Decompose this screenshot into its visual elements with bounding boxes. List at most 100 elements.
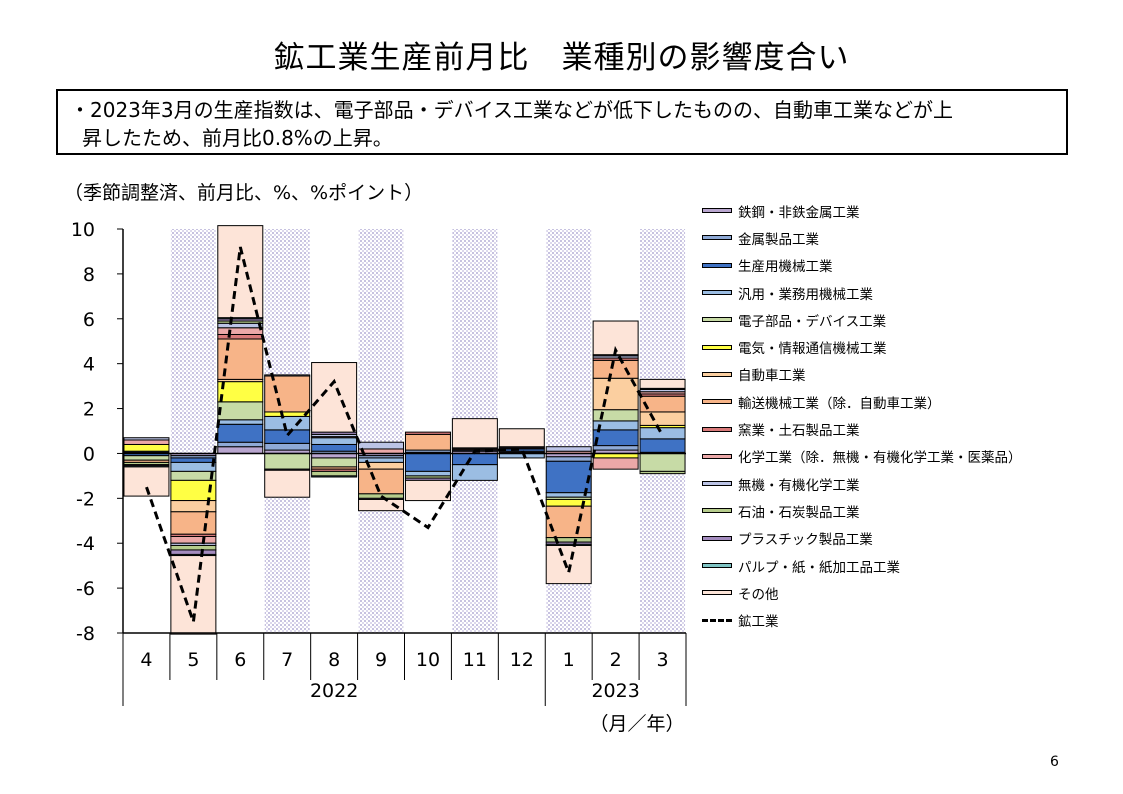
bar-segment xyxy=(264,452,311,470)
legend-item: 輸送機械工業（除．自動車工業） xyxy=(702,388,1022,415)
bar-segment xyxy=(451,418,498,449)
legend-swatch xyxy=(702,590,732,596)
bar-segment xyxy=(358,441,405,450)
bar-segment xyxy=(217,441,264,448)
legend-item: 鉄鋼・非鉄金属工業 xyxy=(702,197,1022,224)
bar-segment xyxy=(170,470,217,481)
bar-segment xyxy=(264,469,311,498)
legend-label: パルプ・紙・紙加工品工業 xyxy=(738,559,900,576)
bar-segment xyxy=(311,362,358,433)
bar-segment xyxy=(545,544,592,585)
bar-segment xyxy=(592,457,639,470)
bar-segment xyxy=(217,401,264,421)
legend-swatch xyxy=(702,481,732,487)
bar-segment xyxy=(170,555,217,635)
legend-label: 無機・有機化学工業 xyxy=(738,477,860,494)
y-tick-label: -6 xyxy=(76,578,95,600)
y-unit-label: （季節調整済、前月比、%、%ポイント） xyxy=(64,182,424,204)
bar-segment xyxy=(217,446,264,454)
year-label: 2023 xyxy=(591,680,639,702)
bar-segment xyxy=(639,470,686,475)
y-tick-label: 6 xyxy=(83,309,95,331)
y-tick-label: 2 xyxy=(83,399,95,421)
legend-item: 自動車工業 xyxy=(702,361,1022,388)
bar-segment xyxy=(264,374,311,377)
bar-segment xyxy=(170,544,217,551)
summary-line: ・2023年3月の生産指数は、電子部品・デバイス工業などが低下したものの、自動車… xyxy=(70,98,954,122)
bar-segment xyxy=(311,475,358,478)
bar-segment xyxy=(170,511,217,535)
legend-item: 鉱工業 xyxy=(702,606,1022,633)
bar-segment xyxy=(264,442,311,451)
bar-segment xyxy=(217,419,264,425)
shaded-month-band xyxy=(358,229,404,633)
bar-segment xyxy=(592,377,639,411)
page-number: 6 xyxy=(1050,754,1059,770)
bar-segment xyxy=(311,457,358,468)
legend-swatch xyxy=(702,453,732,459)
bar-segment xyxy=(404,479,451,502)
legend-label: 自動車工業 xyxy=(738,368,806,385)
y-tick-label: -4 xyxy=(76,533,95,555)
legend-item: 石油・石炭製品工業 xyxy=(702,497,1022,524)
x-tick-label: 7 xyxy=(281,649,293,671)
bar-segment xyxy=(451,464,498,481)
bar-segment xyxy=(264,429,311,444)
legend-item: 金属製品工業 xyxy=(702,224,1022,251)
bar-segment xyxy=(639,378,686,389)
bar-segment xyxy=(404,431,451,435)
x-unit-label: （月／年） xyxy=(589,713,684,735)
legend-swatch xyxy=(702,399,732,405)
legend-swatch xyxy=(702,535,732,541)
bar-segment xyxy=(639,411,686,426)
legend-label: 汎用・業務用機械工業 xyxy=(738,286,873,303)
x-tick-label: 9 xyxy=(375,649,387,671)
legend-label: プラスチック製品工業 xyxy=(738,532,873,549)
x-tick-label: 4 xyxy=(140,649,152,671)
legend-item: 生産用機械工業 xyxy=(702,252,1022,279)
bar-segment xyxy=(358,461,405,470)
x-tick-label: 2 xyxy=(610,649,622,671)
legend-label: 電気・情報通信機械工業 xyxy=(738,341,887,358)
y-tick-label: 10 xyxy=(71,219,95,241)
bar-segment xyxy=(311,470,358,477)
bar-segment xyxy=(545,537,592,543)
bar-segment xyxy=(639,427,686,440)
legend-swatch xyxy=(702,618,732,622)
bar-segment xyxy=(123,443,170,452)
bar-segment xyxy=(123,455,170,461)
bar-segment xyxy=(639,452,686,472)
bar-segment xyxy=(123,466,170,497)
legend-item: プラスチック製品工業 xyxy=(702,525,1022,552)
legend-swatch xyxy=(702,426,732,432)
bar-segment xyxy=(358,498,405,512)
legend-swatch xyxy=(702,317,732,323)
bar-segment xyxy=(217,225,264,319)
bar-segment xyxy=(217,333,264,340)
bar-segment xyxy=(545,456,592,462)
bar-segment xyxy=(170,549,217,555)
x-tick-label: 10 xyxy=(416,649,440,671)
legend-label: 鉱工業 xyxy=(738,614,779,631)
bar-segment xyxy=(217,327,264,335)
x-tick-label: 1 xyxy=(563,649,575,671)
legend-item: 汎用・業務用機械工業 xyxy=(702,279,1022,306)
x-tick-label: 3 xyxy=(656,649,668,671)
bar-segment xyxy=(264,411,311,417)
total-index-line xyxy=(145,246,664,623)
bar-segment xyxy=(123,439,170,445)
bar-segment xyxy=(358,468,405,495)
legend-label: 生産用機械工業 xyxy=(738,259,833,276)
bar-segment xyxy=(498,428,545,448)
legend-item: 化学工業（除．無機・有機化学工業・医薬品） xyxy=(702,443,1022,470)
summary-box: ・2023年3月の生産指数は、電子部品・デバイス工業などが低下したものの、自動車… xyxy=(56,89,1068,155)
legend-label: 輸送機械工業（除．自動車工業） xyxy=(738,395,941,412)
x-tick-label: 6 xyxy=(234,649,246,671)
x-tick-label: 12 xyxy=(510,649,534,671)
legend-swatch xyxy=(702,235,732,241)
legend-swatch xyxy=(702,290,732,296)
year-label: 2022 xyxy=(310,680,358,702)
bar-segment xyxy=(264,375,311,413)
bar-segment xyxy=(170,461,217,472)
